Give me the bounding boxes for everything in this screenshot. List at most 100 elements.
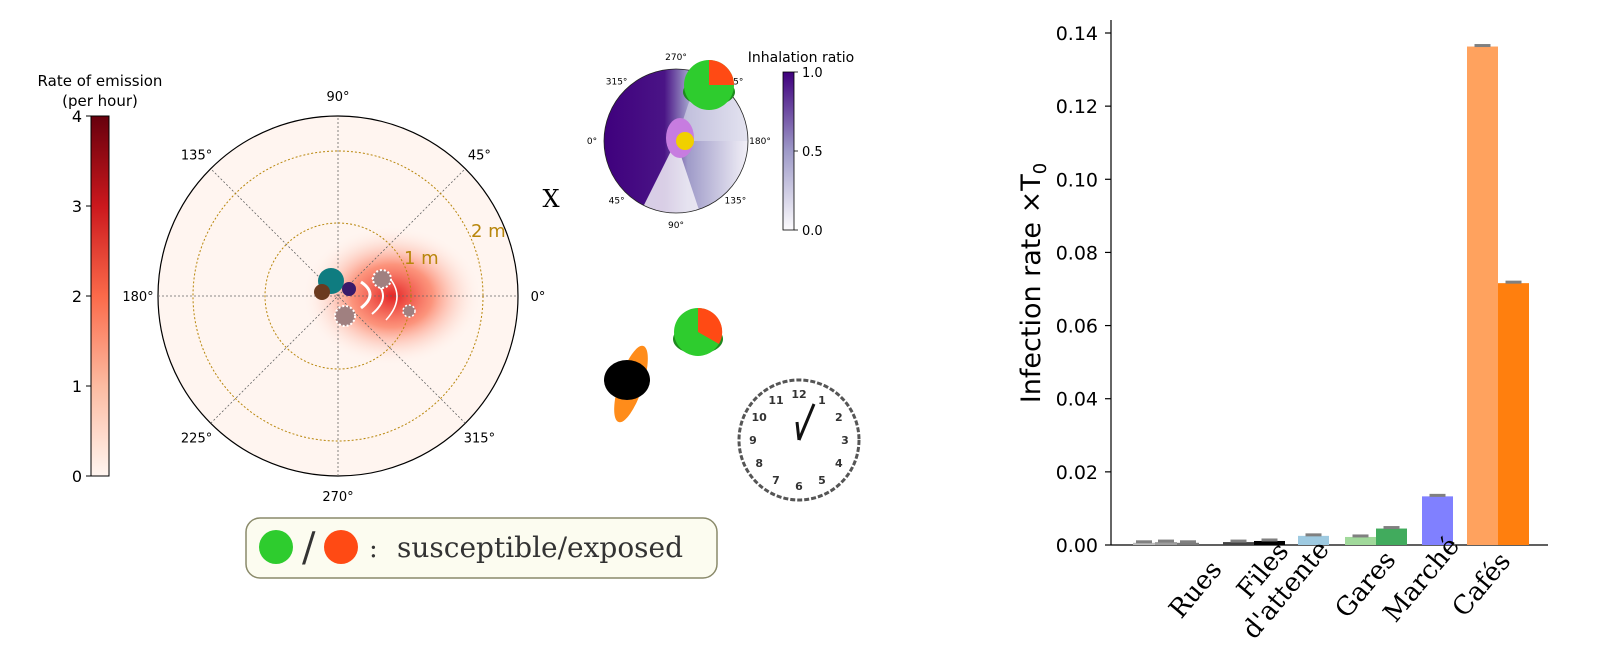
bar: [1422, 496, 1453, 545]
bar: [1298, 535, 1329, 545]
ring-label-1m: 1 m: [404, 248, 439, 269]
person-group-icon: [314, 268, 398, 321]
x-tick-label: Marché: [1378, 531, 1466, 628]
clock-number: 9: [749, 434, 757, 447]
legend: / : susceptible/exposed: [245, 517, 718, 579]
clock-number: 5: [818, 474, 826, 487]
polar-angle-label: 180°: [122, 290, 153, 305]
inset-angle-label: 90°: [668, 221, 684, 231]
legend-slash: /: [302, 525, 316, 571]
x-tick-label-line: Rues: [1163, 555, 1228, 624]
colorbar-tick-label: 2: [72, 287, 82, 306]
inset-colorbar-tick-label: 0.5: [802, 145, 823, 160]
bar: [1467, 46, 1498, 545]
y-tick-label: 0.00: [1056, 535, 1098, 557]
colorbar-title-line1: Rate of emission: [38, 72, 163, 90]
ring-1m: [264, 222, 412, 370]
inset-angle-label: 0°: [587, 137, 597, 147]
legend-text: susceptible/exposed: [397, 531, 683, 564]
inset-angle-label: 45°: [609, 196, 625, 206]
cross-symbol: X: [542, 185, 559, 213]
inset-colorbar-tick-label: 0.0: [802, 224, 823, 239]
legend-colon: :: [369, 534, 378, 564]
inset-pie-icon: [683, 60, 735, 110]
clock-number: 1: [818, 394, 826, 407]
y-tick-label: 0.12: [1056, 96, 1098, 118]
inset-colorbar-tick-label: 1.0: [802, 66, 823, 81]
inset-person-icon: [666, 118, 694, 158]
bars: [1133, 44, 1529, 545]
pie-icon: [673, 307, 723, 356]
y-tick-label: 0.06: [1056, 316, 1098, 338]
x-tick-label: Rues: [1163, 555, 1228, 624]
y-tick-label: 0.10: [1056, 169, 1098, 191]
main-polar-plot: 1 m 2 m 0° 45° 90° 135° 180° 225° 270° 315°: [122, 90, 545, 505]
emission-colorbar: Rate of emission (per hour) 0 1 2 3 4: [38, 72, 163, 486]
x-tick-label-line: Marché: [1378, 531, 1466, 628]
inset-angle-labels: 270° 315° 0° 45° 90° 135° 180° 45°: [587, 53, 771, 231]
virus-particle-icon: [334, 269, 416, 327]
polar-angle-labels: 0° 45° 90° 135° 180° 225° 270° 315°: [122, 90, 545, 505]
y-tick-label: 0.04: [1056, 389, 1098, 411]
bar: [1254, 540, 1285, 545]
clock-number: 8: [755, 457, 763, 470]
y-tick-label: 0.14: [1056, 23, 1098, 45]
inset-angle-label: 270°: [665, 53, 687, 63]
bar: [1376, 528, 1407, 545]
polar-angle-label: 225°: [181, 431, 212, 446]
ring-2m: [192, 150, 484, 442]
bar: [1498, 283, 1529, 545]
ring-label-2m: 2 m: [471, 221, 506, 242]
colorbar-title-line2: (per hour): [62, 92, 138, 110]
clock-number: 7: [772, 474, 780, 487]
polar-gridlines: [158, 116, 518, 476]
colorbar-tick-label: 0: [72, 467, 82, 486]
polar-angle-label: 270°: [322, 490, 353, 505]
y-axis-label: Infection rate ×T0: [1016, 163, 1051, 403]
legend-box: [245, 517, 718, 579]
inset-angle-label: 135°: [725, 196, 747, 206]
polar-angle-label: 315°: [464, 431, 495, 446]
polar-spoke: [210, 168, 466, 424]
inset-colorbar: [782, 71, 795, 231]
clock-number: 12: [791, 388, 806, 401]
colorbar-tick-label: 3: [72, 197, 82, 216]
person-topview-icon: [604, 345, 650, 423]
inset-polar-plot: 270° 315° 0° 45° 90° 135° 180° 45° Inhalation r…: [587, 50, 854, 239]
clock-number: 6: [795, 480, 803, 493]
clock-number: 2: [835, 411, 843, 424]
bar-chart: Infection rate ×T0 0.000.020.040.060.080…: [1016, 20, 1548, 645]
inset-title: Inhalation ratio: [748, 50, 854, 66]
polar-angle-label: 0°: [531, 290, 546, 305]
inset-angle-label: 180°: [749, 137, 771, 147]
exposed-icon: [324, 530, 358, 564]
polar-angle-label: 45°: [468, 149, 491, 164]
colorbar-ticks: 0 1 2 3 4: [72, 107, 91, 486]
inset-colorbar-ticks: 0.0 0.5 1.0: [794, 66, 823, 239]
bar: [1177, 542, 1199, 545]
colorbar-tick-label: 4: [72, 107, 82, 126]
polar-angle-label: 135°: [181, 149, 212, 164]
inset-angle-label: 45°: [727, 78, 743, 88]
polar-angle-label: 90°: [326, 90, 349, 105]
bar: [1223, 542, 1254, 545]
clock-number: 4: [835, 457, 843, 470]
bar: [1133, 542, 1155, 545]
colorbar-tick-label: 1: [72, 377, 82, 396]
clock-number: 10: [752, 411, 768, 424]
y-axis-label-sub: 0: [1030, 163, 1051, 174]
y-tick-label: 0.08: [1056, 242, 1098, 264]
inset-angle-label: 315°: [606, 78, 628, 88]
clock-number: 3: [841, 434, 849, 447]
colorbar-gradient: [90, 115, 110, 477]
susceptible-icon: [259, 530, 293, 564]
y-axis-label-main: Infection rate ×T: [1016, 174, 1047, 403]
bar: [1155, 542, 1177, 545]
bar: [1345, 536, 1376, 545]
clock-number: 11: [768, 394, 783, 407]
y-tick-label: 0.02: [1056, 462, 1098, 484]
y-axis-ticks: 0.00 0.02 0.04 0.06 0.08 0.10 0.12 0.14: [1056, 23, 1111, 557]
